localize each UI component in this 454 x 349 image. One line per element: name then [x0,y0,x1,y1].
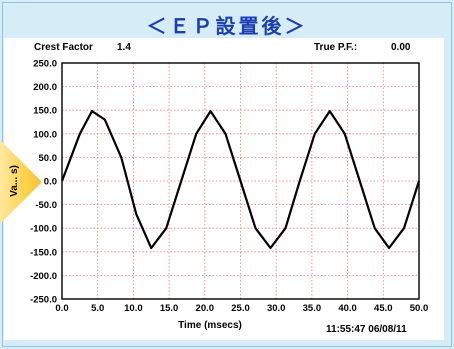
x-tick-label: 45.0 [374,303,393,314]
x-tick-label: 10.0 [124,303,143,314]
x-tick-label: 0.0 [55,303,68,314]
x-tick-label: 50.0 [410,303,429,314]
y-axis-label: Va... s) [9,165,20,197]
timestamp: 11:55:47 06/08/11 [326,324,407,335]
x-axis-label: Time (msecs) [178,320,242,331]
x-tick-label: 35.0 [303,303,322,314]
y-tick-label: -150.0 [30,247,57,258]
y-tick-label: -200.0 [30,271,57,282]
y-tick-label: 50.0 [39,153,58,164]
x-tick-label: 40.0 [338,303,357,314]
x-tick-label: 15.0 [160,303,179,314]
y-tick-label: -100.0 [30,224,57,235]
crest-factor-label: Crest Factor [34,42,93,53]
y-tick-label: 150.0 [33,106,57,117]
waveform-line [60,110,421,250]
crest-factor-value: 1.4 [117,42,131,53]
y-tick-label: 100.0 [33,129,57,140]
y-tick-label: -50.0 [35,200,57,211]
y-tick-label: -250.0 [30,295,57,306]
true-pf-label: True P.F.: [314,42,358,53]
y-tick-label: 200.0 [33,82,57,93]
chart-panel [4,38,444,340]
true-pf-value: 0.00 [391,42,411,53]
y-tick-label: 0.0 [44,177,57,188]
x-tick-label: 25.0 [231,303,250,314]
x-tick-label: 30.0 [267,303,286,314]
x-tick-label: 20.0 [196,303,215,314]
y-tick-label: 250.0 [33,59,57,70]
figure-title: ＜ＥＰ設置後＞ [146,14,308,38]
x-tick-label: 5.0 [91,303,104,314]
